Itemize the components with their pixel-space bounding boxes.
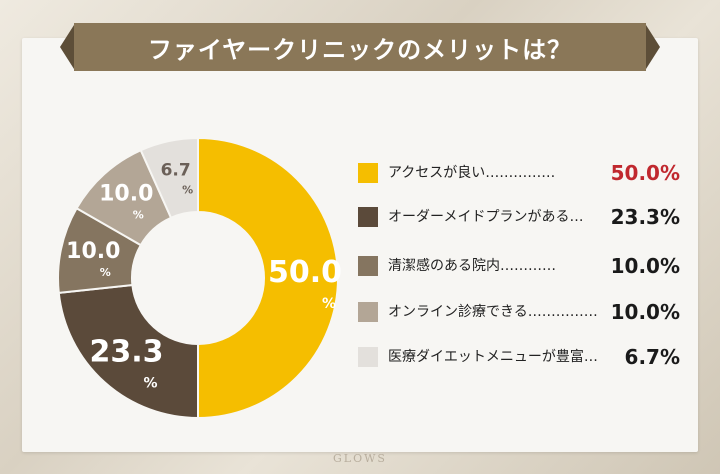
- legend-value: 10.0%: [610, 300, 680, 324]
- legend-value: 50.0%: [610, 161, 680, 185]
- legend-label: オンライン診療できる……………: [388, 304, 598, 320]
- banner-body: [74, 23, 646, 71]
- legend-label: アクセスが良い……………: [388, 165, 556, 181]
- legend-item: 清潔感のある院内………… 10.0%: [358, 251, 698, 281]
- legend-label: 医療ダイエットメニューが豊富…: [388, 349, 598, 365]
- legend-swatch: [358, 163, 378, 183]
- slice-unit-label: %: [143, 376, 157, 392]
- donut-slice: [57, 283, 199, 420]
- slice-value-label: 23.3: [89, 335, 163, 370]
- slice-unit-label: %: [322, 296, 336, 312]
- legend-value: 23.3%: [610, 205, 680, 229]
- banner-ribbon: [60, 23, 660, 71]
- legend-value: 6.7%: [624, 345, 680, 369]
- slice-value-label: 6.7: [161, 160, 191, 180]
- legend-item: 医療ダイエットメニューが豊富… 6.7%: [358, 342, 698, 372]
- donut-chart: 50.0% 23.3% 10.0% 10.0% 6.7%: [57, 136, 342, 420]
- donut-slice: [197, 136, 339, 420]
- slice-unit-label: %: [133, 209, 144, 222]
- legend-item: オンライン診療できる…………… 10.0%: [358, 297, 698, 327]
- legend-label: オーダーメイドプランがある…: [388, 209, 584, 225]
- legend-swatch: [358, 347, 378, 367]
- legend-swatch: [358, 256, 378, 276]
- legend-swatch: [358, 302, 378, 322]
- donut-slice: [139, 136, 199, 220]
- legend-swatch: [358, 207, 378, 227]
- legend-label: 清潔感のある院内…………: [388, 258, 556, 274]
- legend-value: 10.0%: [610, 254, 680, 278]
- slice-unit-label: %: [182, 183, 193, 196]
- slice-value-label: 10.0: [99, 182, 153, 207]
- slice-value-label: 10.0: [66, 239, 120, 264]
- legend-item: アクセスが良い…………… 50.0%: [358, 158, 698, 188]
- slice-unit-label: %: [100, 266, 111, 279]
- watermark-logo: GLOWS: [333, 452, 387, 465]
- chart-title: ファイヤークリニックのメリットは？: [147, 34, 573, 64]
- slice-value-label: 50.0: [268, 255, 342, 290]
- title-banner: ファイヤークリニックのメリットは？: [60, 19, 660, 75]
- legend-item: オーダーメイドプランがある… 23.3%: [358, 202, 698, 232]
